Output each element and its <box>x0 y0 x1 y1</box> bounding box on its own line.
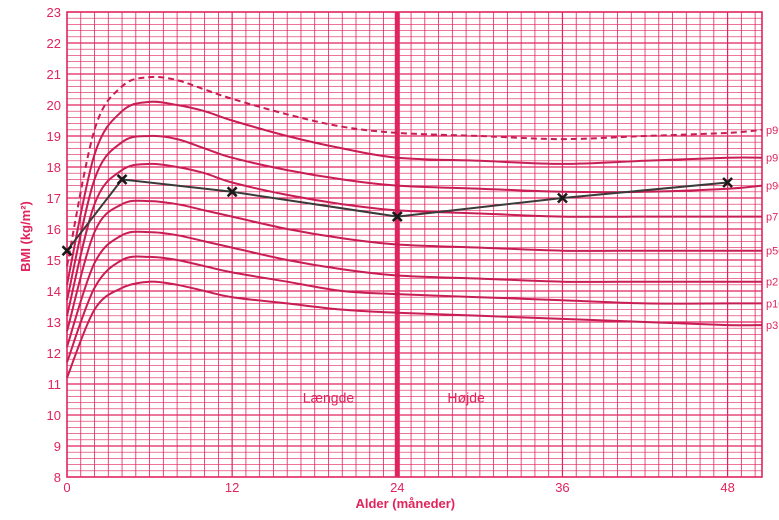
region-label-height: Højde <box>447 390 485 406</box>
percentile-label-p10: p10 <box>766 298 779 310</box>
y-tick-label: 19 <box>47 129 61 144</box>
y-tick-label: 23 <box>47 5 61 20</box>
region-label-length: Længde <box>303 390 355 406</box>
x-tick-label: 24 <box>390 480 404 495</box>
point-marker-stroke <box>116 173 128 185</box>
y-tick-label: 18 <box>47 160 61 175</box>
y-tick-label: 17 <box>47 191 61 206</box>
percentile-curve-p99 <box>66 75 763 267</box>
y-tick-label: 16 <box>47 222 61 237</box>
percentile-curve-p25 <box>66 230 762 348</box>
point-marker-stroke <box>722 177 734 188</box>
x-tick-label: 36 <box>555 480 569 495</box>
percentile-curve-p10 <box>66 255 762 363</box>
patient-data-point <box>61 245 73 257</box>
x-tick-label: 48 <box>720 480 734 495</box>
percentile-label-p99: p99 <box>766 125 779 137</box>
x-tick-label: 12 <box>225 480 239 495</box>
y-tick-label: 21 <box>47 67 61 82</box>
percentile-curves <box>66 75 763 379</box>
percentile-curve-p3 <box>66 280 763 379</box>
percentile-label-p97: p97 <box>766 153 779 165</box>
patient-series <box>61 173 734 257</box>
patient-data-point <box>391 211 403 223</box>
x-axis-title: Alder (måneder) <box>355 496 455 511</box>
x-tick-label: 0 <box>63 480 70 495</box>
y-tick-label: 11 <box>48 377 62 392</box>
labels: 8 9 10 11 12 13 14 15 16 17 18 19 20 21 22 23 0 12 24 36 48 A… <box>18 5 779 511</box>
patient-data-point <box>226 186 238 198</box>
y-tick-label: 22 <box>47 36 61 51</box>
point-marker-stroke <box>557 192 568 204</box>
patient-data-point <box>557 192 568 204</box>
y-tick-label: 9 <box>54 439 61 454</box>
y-tick-label: 15 <box>47 253 61 268</box>
percentile-label-p25: p25 <box>766 277 779 289</box>
patient-data-point <box>116 173 128 185</box>
percentile-label-p50: p50 <box>766 246 779 258</box>
percentile-label-p75: p75 <box>766 212 779 224</box>
percentile-curve-p75 <box>66 162 762 317</box>
percentile-label-p3: p3 <box>766 320 778 332</box>
patient-bmi-line <box>66 178 728 252</box>
point-marker-stroke <box>391 211 403 223</box>
y-tick-label: 13 <box>47 315 61 330</box>
y-tick-label: 10 <box>47 408 61 423</box>
y-tick-label: 20 <box>47 98 61 113</box>
percentile-curve-p50 <box>66 199 762 332</box>
grid <box>66 11 763 478</box>
y-tick-label: 12 <box>47 346 61 361</box>
y-axis-title: BMI (kg/m²) <box>18 201 33 272</box>
patient-data-point <box>722 177 734 188</box>
y-tick-label: 14 <box>47 284 61 299</box>
point-marker-stroke <box>61 245 73 257</box>
point-marker-stroke <box>226 186 238 198</box>
percentile-curve-p97 <box>66 100 763 286</box>
y-tick-label: 8 <box>54 470 61 485</box>
percentile-label-p90: p90 <box>766 181 779 193</box>
